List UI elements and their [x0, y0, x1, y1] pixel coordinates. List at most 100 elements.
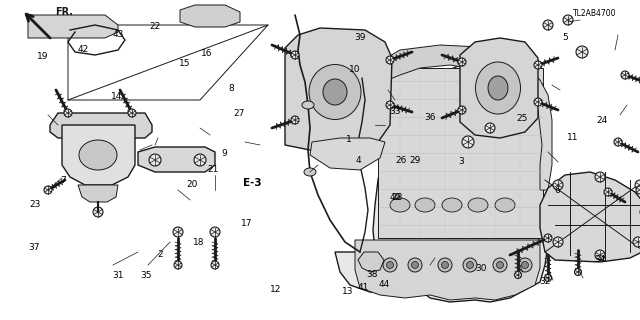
Circle shape	[467, 261, 474, 268]
Circle shape	[545, 275, 552, 282]
Polygon shape	[28, 15, 118, 38]
Polygon shape	[460, 38, 538, 138]
Circle shape	[534, 61, 542, 69]
Text: 22: 22	[149, 22, 161, 31]
Circle shape	[636, 186, 640, 194]
Text: 24: 24	[596, 116, 607, 125]
Text: 21: 21	[207, 165, 219, 174]
Circle shape	[149, 154, 161, 166]
Circle shape	[458, 106, 466, 114]
Ellipse shape	[468, 198, 488, 212]
Circle shape	[543, 20, 553, 30]
Text: 1: 1	[346, 135, 351, 144]
Polygon shape	[78, 185, 118, 202]
Text: 14: 14	[111, 92, 123, 101]
Text: 41: 41	[358, 284, 369, 292]
Polygon shape	[530, 70, 552, 190]
Polygon shape	[180, 5, 240, 27]
Circle shape	[408, 258, 422, 272]
Text: 39: 39	[354, 33, 365, 42]
Polygon shape	[138, 147, 215, 172]
Ellipse shape	[79, 140, 117, 170]
Text: 16: 16	[201, 49, 212, 58]
Circle shape	[553, 180, 563, 190]
Polygon shape	[358, 252, 384, 272]
Circle shape	[173, 227, 183, 237]
Text: E-3: E-3	[243, 178, 262, 188]
Ellipse shape	[488, 76, 508, 100]
Ellipse shape	[495, 198, 515, 212]
Polygon shape	[50, 113, 152, 138]
Ellipse shape	[390, 198, 410, 212]
Polygon shape	[380, 45, 535, 85]
Circle shape	[211, 261, 219, 269]
Text: 17: 17	[241, 220, 252, 228]
Circle shape	[515, 271, 522, 278]
Text: 37: 37	[28, 244, 40, 252]
Circle shape	[518, 258, 532, 272]
Circle shape	[128, 109, 136, 117]
Text: 36: 36	[424, 113, 436, 122]
Text: 31: 31	[113, 271, 124, 280]
Text: 15: 15	[179, 59, 190, 68]
Text: 32: 32	[540, 277, 551, 286]
Circle shape	[463, 258, 477, 272]
Ellipse shape	[302, 101, 314, 109]
Text: 11: 11	[567, 133, 579, 142]
Circle shape	[497, 261, 504, 268]
Ellipse shape	[476, 62, 520, 114]
Text: 18: 18	[193, 238, 204, 247]
Polygon shape	[355, 240, 540, 300]
Circle shape	[64, 109, 72, 117]
Circle shape	[633, 237, 640, 247]
Polygon shape	[540, 172, 640, 262]
Text: 23: 23	[29, 200, 41, 209]
Circle shape	[386, 101, 394, 109]
Text: 5: 5	[563, 33, 568, 42]
Circle shape	[412, 261, 419, 268]
Text: 43: 43	[113, 30, 124, 39]
Circle shape	[614, 138, 622, 146]
Polygon shape	[285, 28, 392, 152]
Circle shape	[174, 261, 182, 269]
Text: 8: 8	[229, 84, 234, 93]
Ellipse shape	[415, 198, 435, 212]
Circle shape	[553, 237, 563, 247]
Circle shape	[635, 180, 640, 190]
Text: 2: 2	[157, 250, 163, 259]
Text: 25: 25	[516, 114, 528, 123]
Circle shape	[563, 15, 573, 25]
Ellipse shape	[442, 198, 462, 212]
Text: 38: 38	[367, 270, 378, 279]
Circle shape	[485, 123, 495, 133]
Circle shape	[442, 261, 449, 268]
Circle shape	[604, 188, 612, 196]
Circle shape	[383, 258, 397, 272]
Text: 30: 30	[476, 264, 487, 273]
Circle shape	[194, 154, 206, 166]
Circle shape	[387, 261, 394, 268]
Ellipse shape	[323, 79, 347, 105]
Text: FR.: FR.	[55, 7, 73, 17]
Text: 12: 12	[269, 285, 281, 294]
Ellipse shape	[309, 65, 361, 119]
Text: 44: 44	[378, 280, 390, 289]
Circle shape	[575, 268, 582, 276]
Text: 4: 4	[356, 156, 361, 164]
Text: 3: 3	[458, 157, 463, 166]
Polygon shape	[310, 138, 385, 170]
Text: 35: 35	[140, 271, 152, 280]
Circle shape	[386, 56, 394, 64]
Circle shape	[291, 51, 299, 59]
Text: 10: 10	[349, 65, 361, 74]
Ellipse shape	[304, 168, 316, 176]
Polygon shape	[335, 63, 548, 302]
Bar	[378, 68, 543, 238]
Text: 33: 33	[389, 107, 401, 116]
Circle shape	[291, 116, 299, 124]
Text: 13: 13	[342, 287, 353, 296]
Circle shape	[458, 58, 466, 66]
Text: 28: 28	[391, 193, 403, 202]
Circle shape	[544, 234, 552, 242]
Text: 26: 26	[396, 156, 407, 165]
